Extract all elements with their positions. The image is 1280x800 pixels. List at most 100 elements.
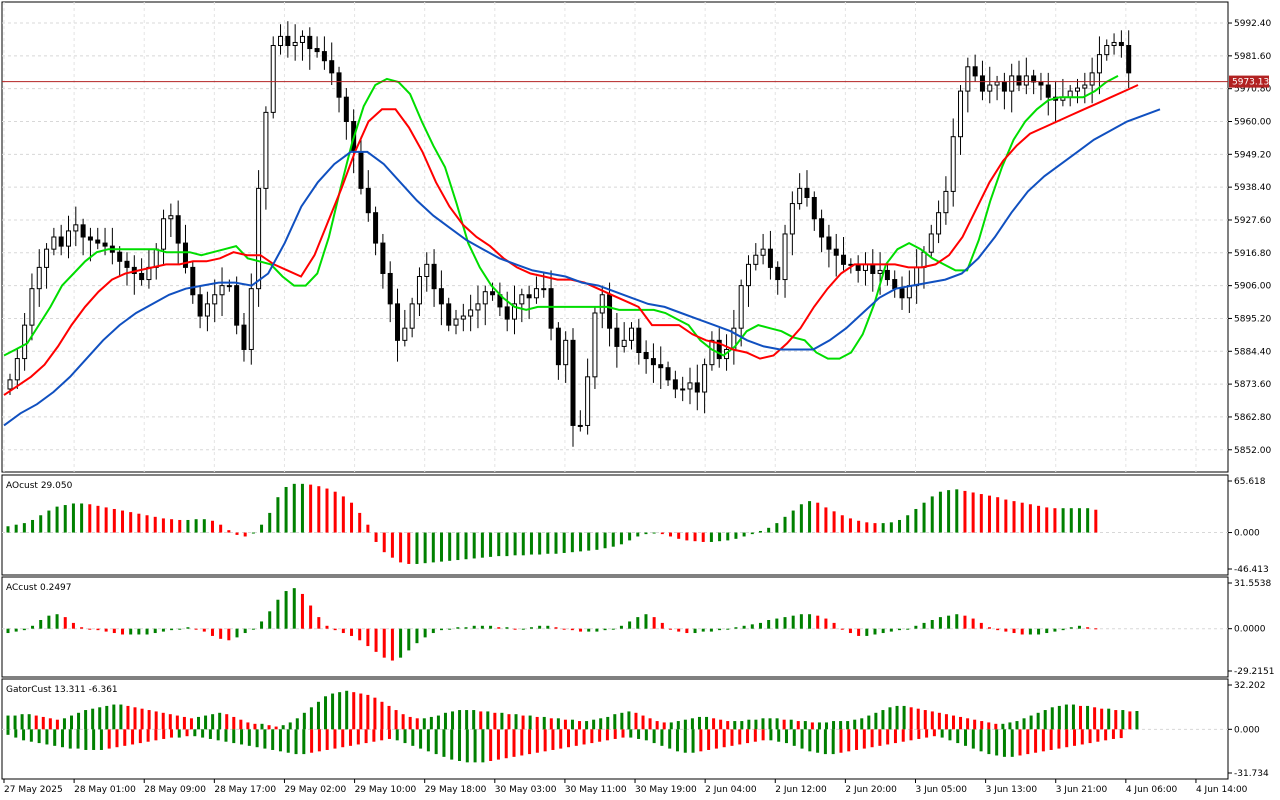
time-tick-label: 29 May 18:00: [425, 785, 487, 795]
gator-bar: [1073, 729, 1077, 746]
candle-body: [490, 291, 496, 296]
candle-body: [819, 218, 825, 238]
gator-bar: [1078, 705, 1082, 730]
ao-bar: [1061, 508, 1065, 533]
gator-bar: [302, 729, 306, 755]
gator-bar: [761, 729, 765, 741]
ao-bar: [906, 515, 910, 533]
ao-bar: [775, 523, 779, 533]
candle-body: [628, 327, 634, 341]
candle-body: [285, 35, 291, 47]
candle-body: [248, 288, 254, 350]
ao-bar: [1094, 509, 1098, 533]
ac-bar: [325, 625, 329, 629]
ac-bar: [497, 627, 501, 629]
gator-bar: [20, 714, 24, 730]
ac-bar: [448, 628, 452, 630]
ao-bar: [390, 532, 394, 558]
gator-bar: [465, 729, 469, 763]
time-tick-label: 3 Jun 05:00: [915, 785, 967, 795]
gator-bar: [1121, 710, 1125, 730]
gator-bar: [948, 729, 952, 741]
gator-bar: [281, 725, 285, 730]
ao-bar: [758, 530, 762, 533]
gator-bar: [201, 729, 205, 738]
gator-bar: [951, 715, 955, 730]
ac-indicator-panel: 31.5538 0.0000 -29.2151 ACcust 0.2497: [1, 576, 1274, 678]
gator-bar: [34, 715, 38, 730]
gator-bar: [886, 729, 890, 745]
gator-bar: [831, 729, 835, 755]
gator-bar: [408, 716, 412, 730]
main-y-tick-label: 5938.40: [1234, 183, 1271, 193]
ao-y-tick-label: 65.618: [1234, 477, 1266, 487]
ao-bar: [439, 532, 443, 562]
gator-bar: [138, 729, 142, 744]
ao-bar: [170, 519, 174, 533]
ac-bar: [726, 628, 730, 630]
ao-bar: [194, 519, 198, 533]
gator-bar: [239, 719, 243, 730]
gator-bar: [956, 729, 960, 744]
ac-bar: [145, 628, 149, 635]
gator-bar: [1049, 729, 1053, 750]
gator-bar: [161, 712, 165, 730]
ao-bar: [963, 490, 967, 533]
gator-bar: [923, 710, 927, 730]
time-tick-label: 2 Jun 04:00: [705, 785, 757, 795]
main-y-tick-label: 5916.80: [1234, 249, 1271, 259]
ao-bar: [121, 510, 125, 533]
ao-bar: [742, 532, 746, 537]
candle-body: [139, 272, 145, 281]
gator-bar: [641, 715, 645, 730]
candle-body: [453, 318, 459, 326]
gator-bar: [53, 729, 57, 746]
candle-body: [519, 294, 525, 305]
gator-bar: [197, 716, 201, 730]
candle-body: [504, 306, 510, 320]
ac-bar: [914, 625, 918, 629]
ac-bar: [742, 625, 746, 629]
ao-bar: [546, 532, 550, 554]
gator-bar: [387, 729, 391, 739]
gator-bar: [839, 721, 843, 730]
ac-y-tick-label: -29.2151: [1234, 667, 1274, 677]
ao-bar: [415, 532, 419, 564]
candle-body: [936, 212, 942, 235]
ac-bar: [210, 628, 214, 636]
ao-bar: [726, 532, 730, 541]
ao-bar: [660, 532, 664, 535]
main-y-tick-label: 5927.60: [1234, 216, 1271, 226]
main-y-tick-label: 5895.20: [1234, 314, 1271, 324]
gator-bar: [489, 729, 493, 761]
gator-bar: [27, 714, 31, 730]
candle-body: [51, 236, 57, 250]
ac-bar: [350, 628, 354, 636]
ao-bar: [603, 532, 607, 549]
candle-body: [709, 339, 715, 366]
ac-bar: [333, 628, 337, 631]
gator-bar: [1104, 729, 1108, 741]
gator-bar: [691, 729, 695, 753]
ao-bar: [1020, 502, 1024, 533]
ao-bar: [341, 496, 345, 533]
candle-body: [256, 187, 262, 290]
gator-bar: [14, 729, 18, 738]
gator-bar: [817, 722, 821, 730]
gator-bar: [971, 729, 975, 749]
candle-body: [687, 382, 693, 390]
ao-bar: [6, 526, 10, 533]
gator-bar: [559, 729, 563, 749]
candle-body: [292, 41, 298, 47]
ao-bar: [227, 530, 231, 533]
gator-bar: [909, 707, 913, 730]
gator-bar: [652, 729, 656, 744]
gator-bar: [504, 729, 508, 759]
gator-bar: [867, 715, 871, 730]
ac-bar: [235, 628, 239, 638]
ao-bar: [210, 520, 214, 533]
ac-bar: [1004, 628, 1008, 632]
ac-bar: [570, 628, 574, 631]
ao-bar: [276, 497, 280, 533]
ao-bar: [529, 532, 533, 555]
